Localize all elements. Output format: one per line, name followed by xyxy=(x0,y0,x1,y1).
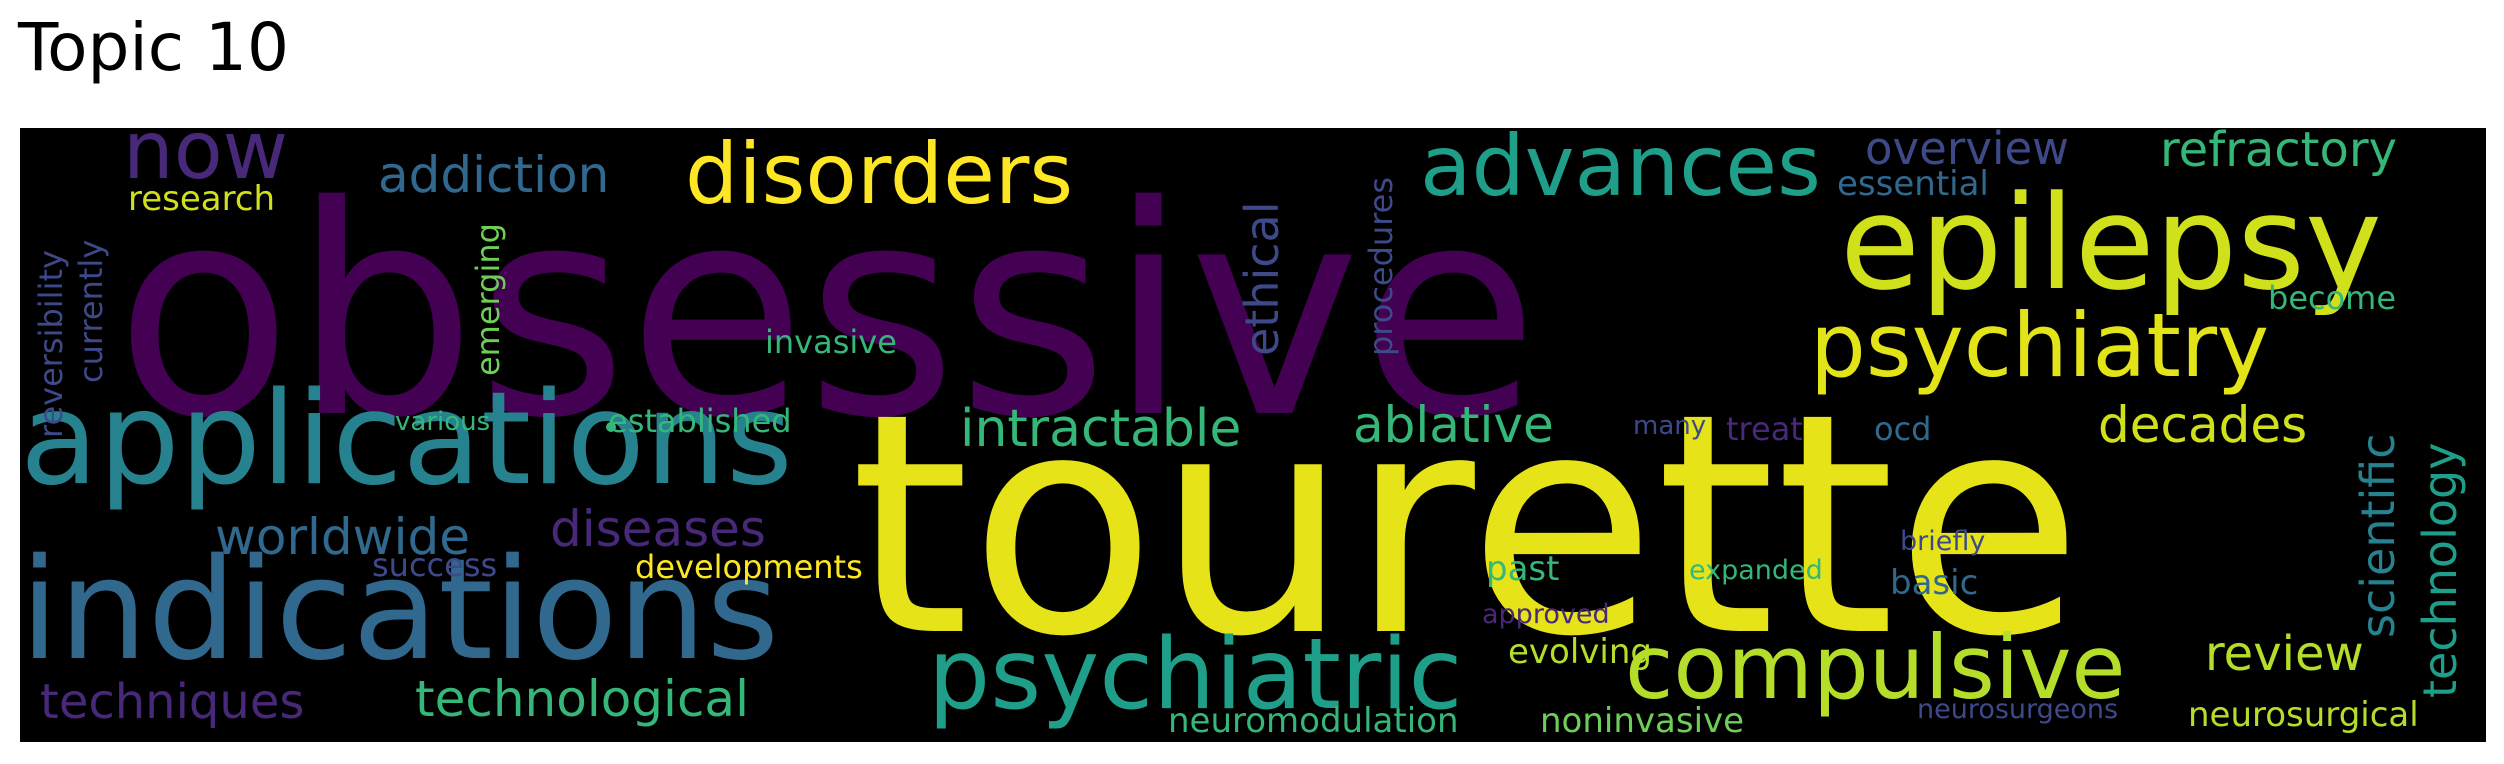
word-decades: decades xyxy=(2098,396,2307,454)
word-tourette: tourette xyxy=(850,348,2083,703)
word-indications: indications xyxy=(20,529,779,692)
word-ethical: ethical xyxy=(1235,201,1289,356)
word-established: established xyxy=(608,402,792,440)
word-epilepsy: epilepsy xyxy=(1840,167,2382,319)
word-applications: applications xyxy=(20,365,793,514)
word-essential: essential xyxy=(1837,164,1989,204)
word-psychiatry: psychiatry xyxy=(1810,294,2269,397)
word-intractable: intractable xyxy=(960,399,1241,459)
word-expanded: expanded xyxy=(1689,555,1823,586)
word-currently: currently xyxy=(72,240,110,383)
word-ablative: ablative xyxy=(1353,396,1554,454)
word-review: review xyxy=(2205,626,2364,682)
word-scientific: scientific xyxy=(2351,433,2405,638)
word-obsessive: obsessive xyxy=(115,145,1539,482)
word-overview: overview xyxy=(1865,128,2069,175)
word-neurosurgeons: neurosurgeons xyxy=(1917,694,2118,725)
word-become: become xyxy=(2268,279,2396,317)
word-techniques: techniques xyxy=(40,674,304,730)
word-past: past xyxy=(1486,549,1559,589)
word-cloud: obsessive tourette epilepsy applications… xyxy=(20,128,2486,742)
word-addiction: addiction xyxy=(378,146,609,204)
word-treat: treat xyxy=(1726,410,1803,448)
word-various: various xyxy=(395,407,490,437)
word-briefly: briefly xyxy=(1900,526,1985,557)
marker-dot xyxy=(606,422,616,432)
word-psychiatric: psychiatric xyxy=(928,618,1462,732)
word-cloud-canvas: obsessive tourette epilepsy applications… xyxy=(20,128,2467,741)
word-reversibility: reversibility xyxy=(32,250,70,438)
word-neuromodulation: neuromodulation xyxy=(1168,701,1459,741)
word-evolving: evolving xyxy=(1508,632,1652,672)
word-many: many xyxy=(1633,411,1706,441)
word-approved: approved xyxy=(1482,599,1610,630)
word-refractory: refractory xyxy=(2160,128,2397,178)
word-compulsive: compulsive xyxy=(1625,616,2126,719)
word-noninvasive: noninvasive xyxy=(1540,701,1744,741)
word-neurosurgical: neurosurgical xyxy=(2188,695,2419,735)
word-advances: advances xyxy=(1420,128,1821,215)
word-procedures: procedures xyxy=(1362,177,1400,356)
word-technology: technology xyxy=(2413,443,2467,698)
word-worldwide: worldwide xyxy=(215,508,470,566)
word-invasive: invasive xyxy=(765,323,897,361)
word-technological: technological xyxy=(415,670,749,728)
word-research: research xyxy=(128,179,275,219)
word-success: success xyxy=(372,546,497,584)
word-disorders: disorders xyxy=(685,128,1073,223)
figure-title: Topic 10 xyxy=(18,9,289,86)
word-diseases: diseases xyxy=(550,500,766,558)
word-emerging: emerging xyxy=(469,223,507,376)
word-now: now xyxy=(123,128,288,197)
word-developments: developments xyxy=(635,548,863,586)
word-basic: basic xyxy=(1890,563,1978,603)
word-ocd: ocd xyxy=(1874,410,1931,448)
